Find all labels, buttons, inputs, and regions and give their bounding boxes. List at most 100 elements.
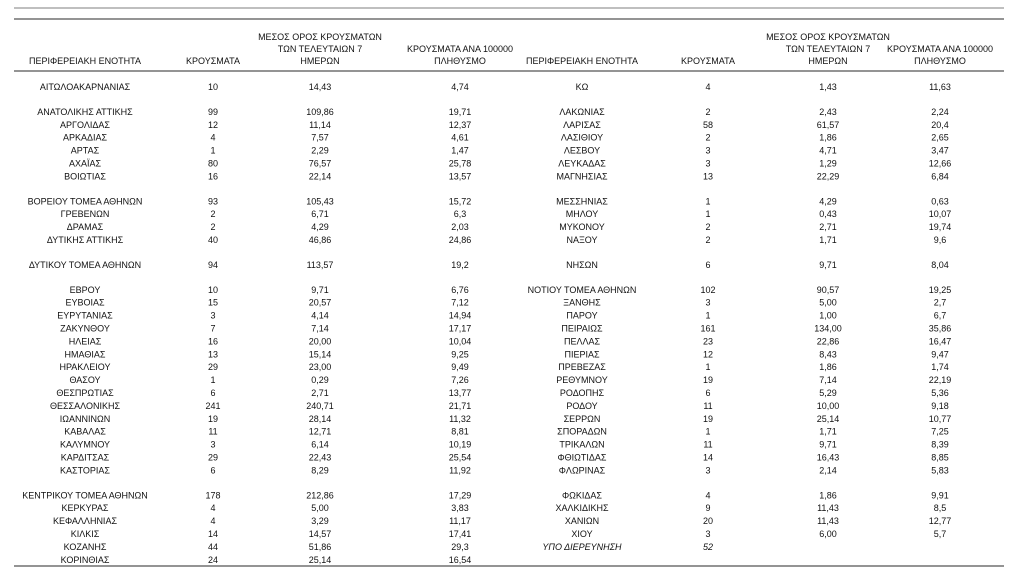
cell-value: 21,71 [449,401,472,411]
cell-value: 1,71 [819,235,837,245]
column-header: ΚΡΟΥΣΜΑΤΑ [186,56,240,66]
cell-value: 2,7 [934,298,947,308]
region-name: ΗΛΕΙΑΣ [69,336,102,346]
region-name: ΚΕΝΤΡΙΚΟΥ ΤΟΜΕΑ ΑΘΗΝΩΝ [22,490,148,500]
cell-value: 2 [705,107,710,117]
cell-value: 22,19 [929,375,952,385]
cell-value: 16,43 [817,453,840,463]
cell-value: 10,19 [449,440,472,450]
cell-value: 1,43 [819,82,837,92]
cell-value: 3 [705,298,710,308]
cell-value: 11 [208,427,217,437]
cell-value: 4,61 [451,133,469,143]
region-name: ΝΑΞΟΥ [566,235,597,245]
cell-value: 29 [208,362,218,372]
cell-value: 22,86 [817,336,840,346]
region-name: ΚΑΛΥΜΝΟΥ [60,440,110,450]
cell-value: 4,29 [311,222,329,232]
cell-value: 44 [208,542,218,552]
region-name: ΧΙΟΥ [571,529,592,539]
cell-value: 13,57 [449,171,472,181]
cell-value: 19,71 [449,107,472,117]
cell-value: 22,14 [309,171,332,181]
region-name: ΕΥΡΥΤΑΝΙΑΣ [57,311,113,321]
column-header: ΠΕΡΙΦΕΡΕΙΑΚΗ ΕΝΟΤΗΤΑ [29,56,141,66]
cell-value: 11,43 [817,516,839,526]
cell-value: 7,14 [311,324,329,334]
cell-value: 8,85 [931,453,949,463]
cell-value: 11,92 [449,465,471,475]
region-name: ΗΜΑΘΙΑΣ [65,349,106,359]
cell-value: 241 [205,401,220,411]
cell-value: 94 [208,260,218,270]
cell-value: 3 [210,440,215,450]
cell-value: 3 [705,159,710,169]
cell-value: 24,86 [449,235,472,245]
cell-value: 0,43 [819,209,837,219]
cell-value: 11,63 [929,82,951,92]
cell-value: 8,81 [451,427,469,437]
region-name: ΘΕΣΠΡΩΤΙΑΣ [56,388,114,398]
cell-value: 6,3 [454,209,467,219]
cell-value: 46,86 [309,235,332,245]
cell-value: 1,86 [819,362,837,372]
region-name: ΔΡΑΜΑΣ [67,222,104,232]
column-header: ΠΛΗΘΥΣΜΟ [914,56,966,66]
cell-value: 2,03 [451,222,469,232]
cell-value: 16 [208,171,218,181]
cell-value: 28,14 [309,414,332,424]
cell-value: 29,3 [451,542,469,552]
cell-value: 10 [208,285,218,295]
cell-value: 40 [208,235,218,245]
cell-value: 12,37 [449,120,472,130]
cell-value: 2 [210,209,215,219]
cell-value: 6 [210,388,215,398]
cell-value: 3,29 [311,516,329,526]
cell-value: 1 [705,209,710,219]
region-name: ΘΕΣΣΑΛΟΝΙΚΗΣ [50,401,120,411]
cell-value: 1,29 [819,159,837,169]
column-header: ΚΡΟΥΣΜΑΤΑ [681,56,735,66]
cell-value: 14 [208,529,218,539]
cell-value: 113,57 [307,260,334,270]
cell-value: 109,86 [306,107,334,117]
cell-value: 8,04 [931,260,949,270]
cell-value: 9,71 [819,440,837,450]
region-name: ΑΡΤΑΣ [71,146,100,156]
region-name: ΑΙΤΩΛΟΑΚΑΡΝΑΝΙΑΣ [40,82,131,92]
region-name: ΚΑΒΑΛΑΣ [64,427,106,437]
region-name: ΘΑΣΟΥ [69,375,100,385]
column-header: ΗΜΕΡΩΝ [300,56,339,66]
region-name: ΠΙΕΡΙΑΣ [564,349,600,359]
cell-value: 13 [703,171,713,181]
cell-value: 1 [705,362,710,372]
cell-value: 1,86 [819,133,837,143]
cell-value: 5,83 [931,465,949,475]
region-name: ΚΩ [576,82,589,92]
region-name: ΒΟΙΩΤΙΑΣ [64,171,106,181]
cell-value: 23 [703,336,713,346]
cell-value: 9,71 [819,260,837,270]
cell-value: 93 [208,196,218,206]
cell-value: 13 [208,349,218,359]
cell-value: 13,77 [449,388,472,398]
region-name: ΦΩΚΙΔΑΣ [562,490,602,500]
cell-value: 20,57 [309,298,332,308]
cell-value: 2 [705,133,710,143]
cell-value: 9,25 [451,349,469,359]
cell-value: 9,49 [451,362,469,372]
cell-value: 6,84 [931,171,949,181]
cell-value: 2,24 [931,107,949,117]
region-name: ΕΥΒΟΙΑΣ [65,298,105,308]
cell-value: 12 [703,349,713,359]
cell-value: 4,74 [451,82,469,92]
cell-value: 1 [705,311,710,321]
region-name: ΡΟΔΟΠΗΣ [560,388,605,398]
column-header: ΠΛΗΘΥΣΜΟ [434,56,486,66]
cell-value: 1,86 [819,490,837,500]
cell-value: 1,00 [819,311,837,321]
cell-value: 4 [705,490,710,500]
cell-value: 11 [703,401,712,411]
region-name: ΚΕΡΚΥΡΑΣ [62,503,109,513]
